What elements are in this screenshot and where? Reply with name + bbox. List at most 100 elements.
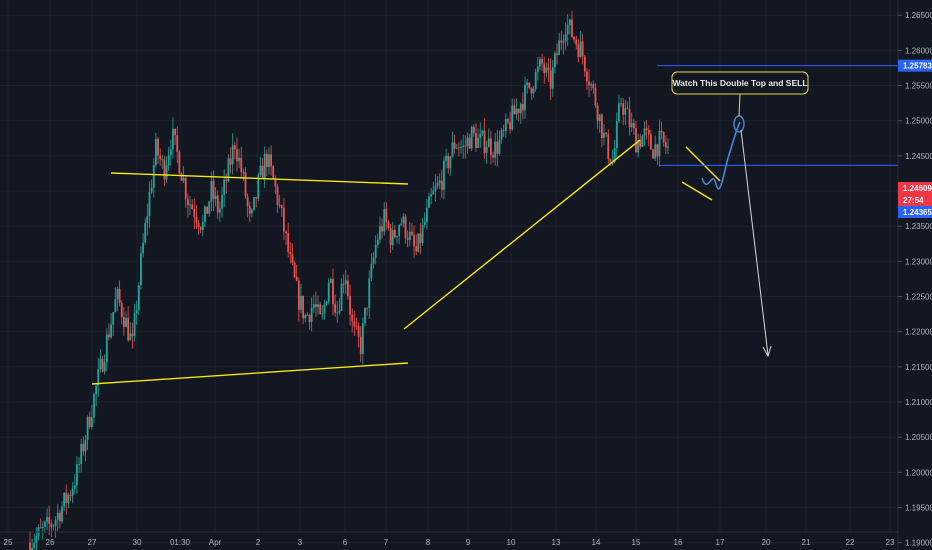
time-tick-label: Apr (209, 538, 222, 547)
price-tick-label: 1.25000 (905, 117, 932, 126)
candle-body (221, 194, 223, 209)
candle-body (396, 236, 398, 238)
candle-body (184, 178, 187, 200)
candle-body (73, 485, 76, 489)
candle-body (359, 336, 362, 354)
candle-body (31, 547, 34, 550)
candle-body (80, 443, 83, 464)
price-tick-label: 1.22000 (905, 328, 932, 337)
candle-body (41, 526, 44, 529)
candle-body (605, 132, 608, 135)
candle-body (519, 103, 522, 114)
price-tick-label: 1.19000 (905, 539, 932, 548)
candle-body (389, 228, 392, 246)
candle-body (125, 317, 127, 327)
candle-body (590, 84, 593, 86)
candle-body (564, 34, 567, 42)
candle-body (315, 303, 317, 308)
candle-body (485, 147, 488, 154)
grid-lines (0, 0, 898, 544)
annotation-text: Watch This Double Top and SELL (672, 78, 807, 88)
price-label-box (898, 182, 932, 194)
candle-body (193, 208, 196, 217)
triangle-lower-trendline[interactable] (91, 362, 409, 385)
rising-trendline[interactable] (403, 139, 641, 330)
candle-body (112, 312, 115, 325)
candle-body (65, 492, 68, 503)
time-tick-label: 27 (88, 538, 97, 547)
candle-body (404, 216, 407, 239)
candle-body (376, 239, 379, 245)
candle-body (432, 190, 435, 195)
candle-body (492, 154, 494, 158)
candle-body (93, 394, 95, 418)
candle-body (464, 145, 467, 147)
candle-body (626, 108, 629, 110)
candle-body (71, 488, 74, 496)
candle-body (423, 222, 426, 226)
candle-body (372, 257, 375, 264)
candle-body (338, 310, 341, 313)
annotation-callout[interactable]: Watch This Double Top and SELL (671, 71, 809, 95)
candle-body (180, 173, 183, 181)
candle-body (312, 303, 315, 308)
candle-body (468, 137, 471, 149)
time-tick-label: 25 (4, 538, 13, 547)
candle-body (342, 283, 345, 285)
candle-body (229, 158, 232, 165)
candle-body (150, 187, 153, 193)
wedge-upper-trendline[interactable] (685, 146, 721, 182)
candle-body (69, 494, 72, 496)
annotation-pointer (738, 93, 741, 117)
wedge-lower-trendline[interactable] (681, 181, 713, 201)
candle-body (212, 181, 215, 199)
time-tick-label: 26 (46, 538, 55, 547)
triangle-upper-trendline[interactable] (110, 172, 409, 185)
projected-path[interactable] (701, 121, 741, 190)
candle-body (159, 155, 162, 160)
candle-body (554, 53, 556, 68)
candle-body (39, 527, 42, 529)
candle-body (344, 280, 347, 284)
candle-body (498, 139, 501, 154)
price-label-box (898, 59, 932, 72)
candle-body (272, 166, 275, 179)
candle-body (140, 253, 142, 286)
candle-body (240, 157, 243, 173)
candle-body (76, 464, 78, 486)
time-tick-label: 30 (133, 538, 142, 547)
candle-body (99, 358, 102, 370)
candle-body (600, 114, 603, 139)
candle-body (293, 262, 296, 277)
candle-body (549, 70, 552, 89)
candle-body (101, 358, 104, 372)
time-tick-label: 7 (384, 538, 389, 547)
time-axis[interactable]: 25 26 27 30 01:30 Apr 2 3 6 7 8 9 10 13 14 15 16 17 20 21 22… (0, 531, 898, 547)
candle-body (609, 158, 612, 164)
candle-body (227, 158, 230, 182)
candle-body (460, 146, 462, 149)
price-tick-label: 1.20500 (905, 433, 932, 442)
time-tick-label: 23 (886, 538, 895, 547)
candle-body (645, 128, 648, 131)
candle-body (654, 144, 657, 159)
candle-body (182, 178, 185, 181)
candle-body (543, 63, 546, 73)
candle-body (507, 119, 509, 123)
candle-body (216, 195, 219, 213)
candle-body (560, 40, 563, 43)
candle-body (82, 443, 85, 452)
candle-body (308, 315, 311, 322)
candle-body (583, 56, 586, 72)
candle-body (400, 223, 403, 226)
candle-body (573, 37, 576, 40)
candle-body (110, 324, 112, 338)
sell-arrow-line[interactable] (740, 129, 769, 356)
candle-body (186, 199, 189, 206)
candle-body (656, 144, 659, 157)
candle-body (238, 157, 241, 162)
candle-body (351, 314, 354, 322)
candle-body (206, 206, 209, 214)
candle-body (509, 122, 512, 130)
